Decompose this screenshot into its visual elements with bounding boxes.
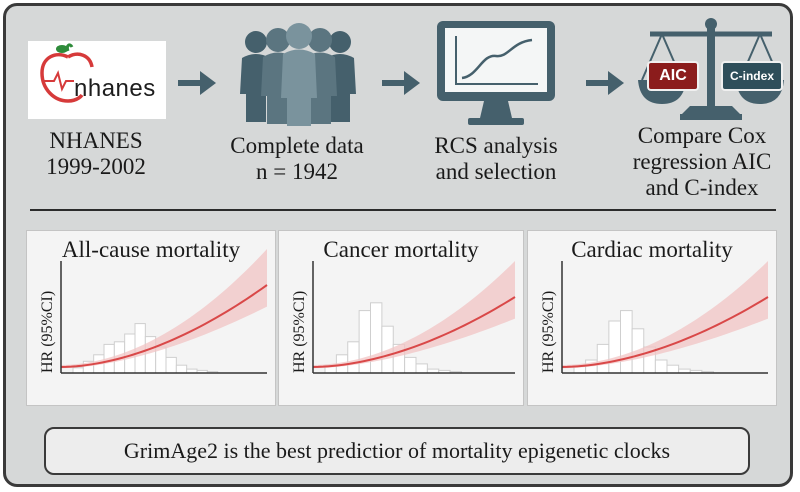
apple-icon <box>40 43 94 103</box>
rcs-plot <box>60 249 268 374</box>
panel-title: Cancer mortality <box>323 237 479 262</box>
panel-cancer: Cancer mortality HR (95%CI) <box>278 230 524 406</box>
arrow-right-icon <box>382 71 420 95</box>
panel-title: Cardiac mortality <box>571 237 733 262</box>
step-2-line1: Complete data <box>230 133 364 158</box>
arrow-right-icon <box>586 71 624 95</box>
arrow-right-icon <box>178 71 216 95</box>
histogram-bar <box>347 341 360 374</box>
people-icon <box>240 23 356 126</box>
step-2-line2: n = 1942 <box>256 159 338 184</box>
step-1-line2: 1999-2002 <box>46 154 146 179</box>
histogram-bar <box>72 367 84 374</box>
step-4-line1: Compare Cox <box>637 123 767 148</box>
step-4-label: Compare Cox regression AIC and C-index <box>614 123 790 201</box>
hazard-ratio-curve <box>60 284 268 368</box>
nhanes-logo: nhanes <box>28 41 166 119</box>
histogram-bar <box>370 302 383 374</box>
step-3-line2: and selection <box>435 159 557 184</box>
histogram-bar <box>620 310 633 374</box>
histogram-bar <box>654 359 668 374</box>
histogram-bar <box>415 363 428 374</box>
section-divider <box>30 209 776 211</box>
step-1-label: NHANES 1999-2002 <box>16 128 176 180</box>
panel-title: All-cause mortality <box>61 237 241 262</box>
diagram-frame: nhanes NHANES 1999-2002 Complete data n … <box>3 3 793 487</box>
step-4-line3: and C-index <box>645 175 759 200</box>
conclusion-box: GrimAge2 is the best predictior of morta… <box>44 427 750 475</box>
histogram-bar <box>404 356 417 374</box>
cindex-badge: C-index <box>721 61 783 91</box>
logo-text: nhanes <box>74 75 156 102</box>
histogram-bar <box>666 364 680 374</box>
step-3-label: RCS analysis and selection <box>406 133 586 185</box>
panel-all-cause: All-cause mortality HR (95%CI) <box>26 230 276 406</box>
histogram-bar <box>165 356 177 374</box>
aic-badge: AIC <box>647 61 699 91</box>
histogram-bar <box>608 320 621 374</box>
step-2-label: Complete data n = 1942 <box>202 133 392 185</box>
hazard-ratio-curve <box>561 296 769 368</box>
step-1-line1: NHANES <box>49 128 143 153</box>
rcs-plot <box>312 261 516 374</box>
histogram-bar <box>175 364 188 374</box>
monitor-chart-icon <box>437 21 555 125</box>
hazard-ratio-curve <box>312 296 516 368</box>
panel-cardiac: Cardiac mortality HR (95%CI) <box>527 230 777 406</box>
step-4-line2: regression AIC <box>632 149 772 174</box>
step-3-line1: RCS analysis <box>434 133 558 158</box>
rcs-plot <box>561 261 769 374</box>
histogram-bar <box>596 343 610 374</box>
